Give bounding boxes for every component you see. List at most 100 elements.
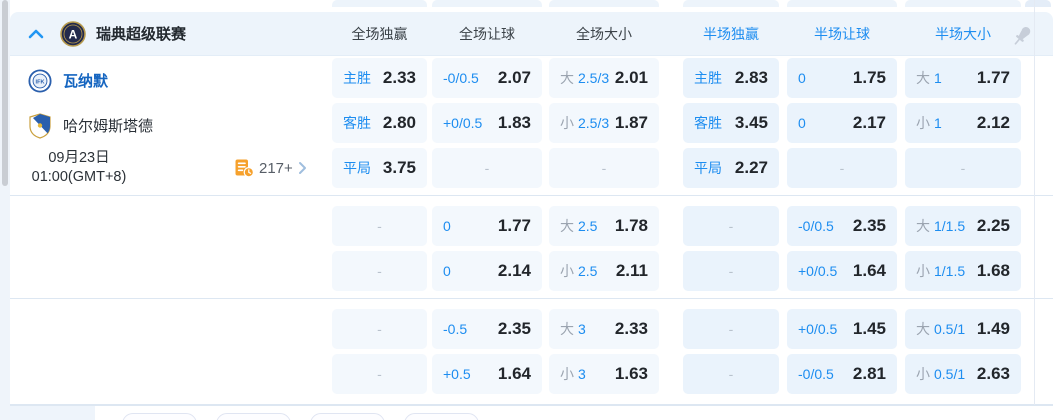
league-name: 瑞典超级联赛: [96, 26, 187, 43]
odds-label: 0: [443, 263, 451, 279]
odds-cell[interactable]: 0 2.17: [787, 103, 897, 143]
odds-cell[interactable]: 小 2.5 2.11: [549, 251, 659, 291]
odds-cell[interactable]: 0 1.75: [787, 58, 897, 98]
next-section-peek: [10, 405, 1053, 420]
home-team-row[interactable]: IFK 瓦纳默: [10, 58, 332, 103]
odds-selection: 小 2.5/3: [560, 113, 609, 133]
odds-selection: 0: [443, 263, 451, 279]
remnant-spacer: [10, 0, 332, 7]
odds-selection: 大 2.5/3: [560, 68, 609, 88]
column-header-ft-handicap[interactable]: 全场让球: [459, 25, 515, 42]
remnant-cell: [905, 0, 1021, 7]
odds-cell[interactable]: 平局 3.75: [332, 148, 427, 188]
odds-label: +0/0.5: [443, 115, 483, 131]
over-under-prefix: 小: [560, 263, 574, 279]
odds-label: +0/0.5: [798, 263, 838, 279]
column-header-ht-handicap[interactable]: 半场让球: [814, 25, 870, 42]
svg-text:IFK: IFK: [36, 79, 45, 85]
odds-selection: 平局: [343, 158, 371, 178]
filter-pill[interactable]: [122, 413, 197, 420]
odds-selection: -0/0.5: [798, 218, 834, 234]
home-team-name: 瓦纳默: [63, 73, 109, 90]
odds-cell[interactable]: 小 0.5/1 2.63: [905, 354, 1021, 394]
odds-label: 0: [798, 115, 806, 131]
odds-value: 2.33: [614, 319, 648, 338]
odds-cell[interactable]: 0 2.14: [432, 251, 542, 291]
odds-cell[interactable]: +0/0.5 1.64: [787, 251, 897, 291]
odds-label: 1/1.5: [934, 263, 966, 279]
odds-label: +0.5: [443, 366, 471, 382]
odds-cell[interactable]: 大 0.5/1 1.49: [905, 309, 1021, 349]
odds-row: 主胜 2.33 -0/0.5 2.07 大 2.5/3 2.01 主胜 2.83 0 1.75 大 1 1…: [332, 58, 1021, 98]
odds-cell[interactable]: +0/0.5 1.83: [432, 103, 542, 143]
more-markets-link[interactable]: 217+: [234, 158, 307, 178]
odds-cell[interactable]: -0/0.5 2.35: [787, 206, 897, 246]
odds-cell[interactable]: 客胜 3.45: [683, 103, 779, 143]
odds-cell[interactable]: 大 2.5/3 2.01: [549, 58, 659, 98]
odds-selection: -0/0.5: [443, 70, 479, 86]
odds-cell[interactable]: 小 1 2.12: [905, 103, 1021, 143]
next-section-label-block: [10, 406, 95, 420]
odds-value: 1.75: [852, 68, 886, 87]
odds-cell-empty: -: [683, 251, 779, 291]
odds-cell[interactable]: 主胜 2.33: [332, 58, 427, 98]
scrollbar-track[interactable]: [0, 0, 10, 420]
column-header-ht-1x2[interactable]: 半场独赢: [703, 25, 759, 42]
odds-cell[interactable]: 主胜 2.83: [683, 58, 779, 98]
odds-group-alt-1: -0 1.77 大 2.5 1.78- -0/0.5 2.35 大 1/1.5 2.25-0 2.1…: [10, 196, 1053, 299]
collapse-league-button[interactable]: [25, 23, 47, 45]
odds-rows-alt-2: - -0.5 2.35 大 3 2.33- +0/0.5 1.45 大 0.5/1 1.49- +0.…: [332, 309, 1021, 394]
no-odds-dash: -: [728, 366, 734, 382]
odds-selection: 0: [798, 70, 806, 86]
odds-value: 1.45: [852, 319, 886, 338]
scrollbar-thumb[interactable]: [2, 0, 8, 186]
odds-selection: +0.5: [443, 366, 471, 382]
odds-value: 2.80: [382, 113, 416, 132]
odds-cell[interactable]: 大 1/1.5 2.25: [905, 206, 1021, 246]
odds-cell[interactable]: 大 2.5 1.78: [549, 206, 659, 246]
column-header-ft-overunder[interactable]: 全场大小: [576, 25, 632, 42]
odds-label: 1: [934, 115, 942, 131]
coin-stack-clock-icon: [235, 159, 254, 178]
odds-cell[interactable]: -0.5 2.35: [432, 309, 542, 349]
away-team-row[interactable]: 哈尔姆斯塔德: [10, 103, 332, 148]
odds-cell[interactable]: 大 3 2.33: [549, 309, 659, 349]
odds-cell[interactable]: +0.5 1.64: [432, 354, 542, 394]
remnant-cell: [787, 0, 897, 7]
odds-label: 主胜: [694, 70, 722, 86]
odds-cell[interactable]: 小 1/1.5 1.68: [905, 251, 1021, 291]
odds-cell[interactable]: 大 1 1.77: [905, 58, 1021, 98]
league-logo-icon: A: [60, 20, 86, 47]
odds-selection: 平局: [694, 158, 722, 178]
over-under-prefix: 小: [916, 115, 930, 131]
odds-cell[interactable]: 小 2.5/3 1.87: [549, 103, 659, 143]
pin-icon[interactable]: [1008, 22, 1036, 50]
odds-label: 客胜: [343, 115, 371, 131]
match-time: 01:00(GMT+8): [31, 169, 127, 185]
markets-count: 217+: [259, 159, 293, 177]
filter-pill[interactable]: [216, 413, 291, 420]
column-header-ft-1x2[interactable]: 全场独赢: [351, 25, 408, 42]
odds-cell[interactable]: 小 3 1.63: [549, 354, 659, 394]
odds-cell[interactable]: +0/0.5 1.45: [787, 309, 897, 349]
odds-cell[interactable]: -0/0.5 2.81: [787, 354, 897, 394]
odds-label: -0/0.5: [798, 218, 834, 234]
odds-selection: 0: [798, 115, 806, 131]
odds-cell[interactable]: 0 1.77: [432, 206, 542, 246]
odds-value: 1.63: [614, 364, 648, 383]
filter-pill[interactable]: [310, 413, 385, 420]
odds-label: 2.5: [578, 263, 598, 279]
odds-cell[interactable]: -0/0.5 2.07: [432, 58, 542, 98]
odds-value: 2.33: [382, 68, 416, 87]
odds-value: 1.87: [614, 113, 648, 132]
over-under-prefix: 小: [560, 115, 574, 131]
no-odds-dash: -: [377, 263, 382, 279]
odds-value: 1.83: [497, 113, 531, 132]
odds-cell[interactable]: 平局 2.27: [683, 148, 779, 188]
odds-cell[interactable]: 客胜 2.80: [332, 103, 427, 143]
odds-rows-alt-1: -0 1.77 大 2.5 1.78- -0/0.5 2.35 大 1/1.5 2.25-0 2.1…: [332, 206, 1021, 291]
column-header-ht-overunder[interactable]: 半场大小: [935, 25, 991, 42]
filter-pill[interactable]: [404, 413, 479, 420]
odds-selection: 客胜: [694, 113, 722, 133]
